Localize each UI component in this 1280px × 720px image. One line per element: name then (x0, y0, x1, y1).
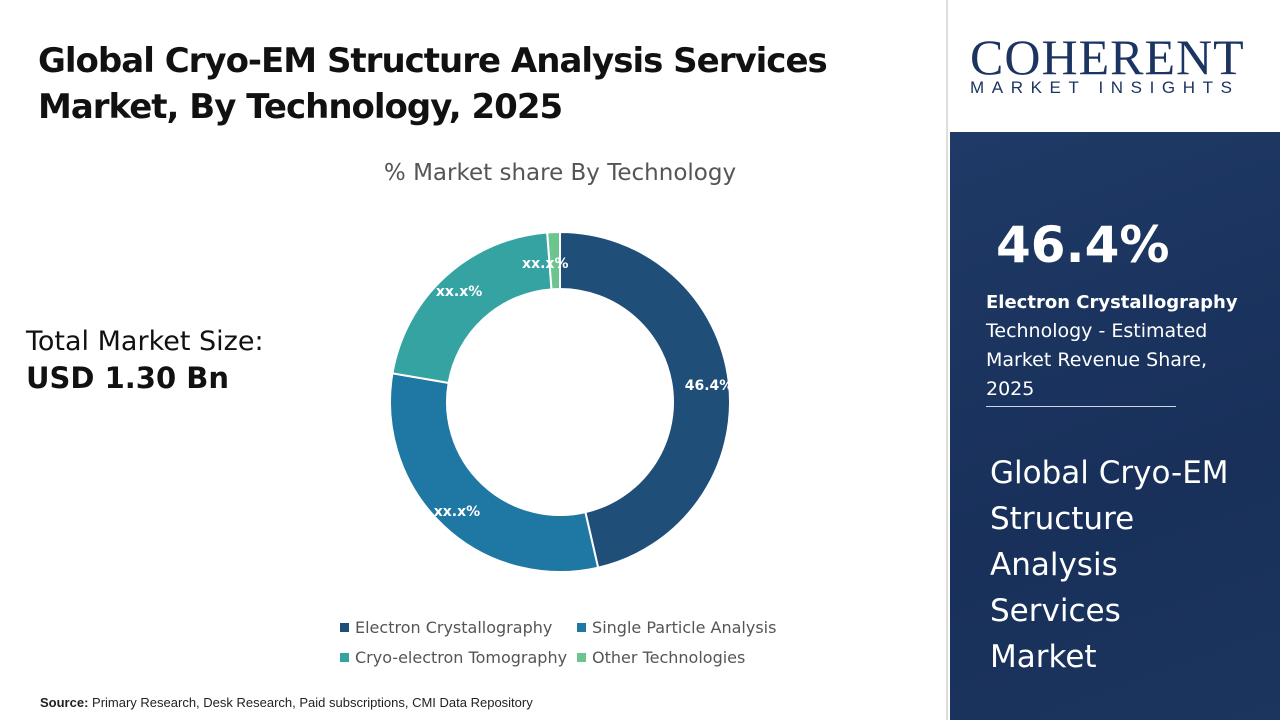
info-panel: COHERENT MARKET INSIGHTS 46.4% Electron … (950, 0, 1280, 720)
legend-label: Single Particle Analysis (592, 618, 777, 637)
data-label: xx.x% (436, 284, 482, 300)
highlight-value: 46.4% (996, 216, 1170, 274)
logo: COHERENT MARKET INSIGHTS (950, 0, 1280, 132)
legend-swatch (577, 623, 587, 632)
legend-label: Cryo-electron Tomography (355, 648, 568, 667)
slice-electron-crystallography (559, 230, 731, 569)
market-size-label: Total Market Size: (26, 326, 264, 357)
legend-item: Electron Crystallography (340, 618, 567, 637)
data-label: 46.4% (685, 378, 734, 394)
legend-label: Other Technologies (592, 648, 746, 667)
market-size: Total Market Size: USD 1.30 Bn (26, 326, 264, 395)
highlight-text: Technology - Estimated Market Revenue Sh… (986, 320, 1208, 400)
logo-name: COHERENT (970, 29, 1245, 85)
page-title: Global Cryo-EM Structure Analysis Servic… (38, 41, 828, 127)
legend-item: Other Technologies (577, 648, 776, 667)
logo-tagline: MARKET INSIGHTS (970, 78, 1240, 97)
divider (986, 406, 1176, 407)
slice-single-particle-analysis (389, 372, 600, 573)
legend: Electron Crystallography Single Particle … (340, 618, 776, 667)
legend-swatch (340, 623, 349, 632)
donut-chart: 46.4% xx.x% xx.x% xx.x% (389, 230, 734, 573)
source-note: Source: Primary Research, Desk Research,… (40, 695, 533, 710)
chart-title: % Market share By Technology (383, 160, 737, 186)
legend-item: Single Particle Analysis (577, 618, 776, 637)
data-label: xx.x% (522, 256, 568, 272)
slice-other-technologies (546, 230, 561, 291)
highlight-panel: 46.4% Electron Crystallography Technolog… (950, 132, 1280, 720)
market-name: Global Cryo-EM Structure Analysis Servic… (990, 455, 1229, 675)
highlight-description: Electron Crystallography Technology - Es… (986, 288, 1246, 404)
chart-area: Global Cryo-EM Structure Analysis Servic… (26, 0, 948, 720)
highlight-segment: Electron Crystallography (986, 292, 1238, 313)
source-label: Source: (40, 695, 89, 710)
legend-item: Cryo-electron Tomography (340, 648, 567, 667)
legend-swatch (577, 653, 587, 662)
source-text: Primary Research, Desk Research, Paid su… (88, 695, 533, 710)
legend-label: Electron Crystallography (355, 618, 553, 637)
market-size-value: USD 1.30 Bn (26, 361, 229, 395)
legend-swatch (340, 653, 349, 662)
data-label: xx.x% (434, 504, 480, 520)
